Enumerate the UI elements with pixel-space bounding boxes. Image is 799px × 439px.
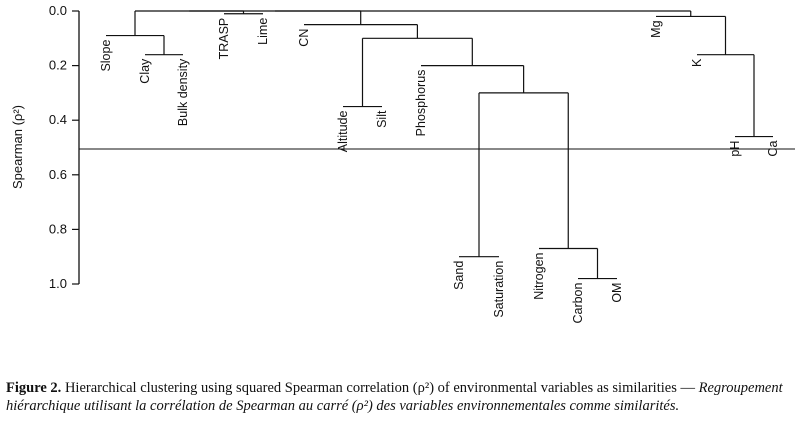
y-tick-label: 1.0 — [49, 276, 67, 291]
leaf-label: Bulk density — [176, 58, 190, 126]
caption-label: Figure 2. — [6, 380, 62, 396]
leaf-label: OM — [610, 283, 624, 303]
y-tick-label: 0.8 — [49, 221, 67, 236]
y-tick-label: 0.4 — [49, 112, 67, 127]
y-axis-label: Spearman (ρ²) — [10, 105, 25, 189]
leaf-label: Ca — [766, 141, 780, 157]
leaf-label: Mg — [649, 20, 663, 37]
leaf-label: Sand — [452, 261, 466, 290]
leaf-label: CN — [297, 29, 311, 47]
y-tick-label: 0.6 — [49, 167, 67, 182]
leaf-label: Saturation — [492, 261, 506, 318]
leaf-label: TRASP — [217, 18, 231, 60]
leaf-label: pH — [728, 141, 742, 157]
caption-text-french: Regroupement hiérarchique utilisant la c… — [6, 380, 783, 414]
y-ticks: 0.0 0.2 0.4 0.6 0.8 1.0 — [49, 3, 79, 291]
leaf-label: Clay — [138, 58, 152, 84]
dendrogram-links — [106, 10, 773, 280]
leaf-label: Lime — [256, 18, 270, 45]
leaf-label: Slope — [99, 40, 113, 72]
y-tick-label: 0.0 — [49, 3, 67, 18]
figure-caption: Figure 2. Hierarchical clustering using … — [6, 379, 796, 415]
leaf-labels: Slope Clay Bulk density TRASP Lime CN Altitude… — [99, 18, 780, 324]
y-tick-label: 0.2 — [49, 58, 67, 73]
dendrogram-chart: Spearman (ρ²) 0.0 0.2 0.4 0.6 0.8 1.0 Slope Cl… — [10, 3, 795, 324]
leaf-label: Carbon — [571, 282, 585, 323]
caption-text-english: Hierarchical clustering using squared Sp… — [61, 380, 699, 396]
leaf-label: Nitrogen — [532, 252, 546, 299]
leaf-label: Altitude — [336, 111, 350, 153]
leaf-label: Silt — [375, 110, 389, 128]
leaf-label: Phosphorus — [414, 70, 428, 137]
leaf-label: K — [690, 58, 704, 67]
